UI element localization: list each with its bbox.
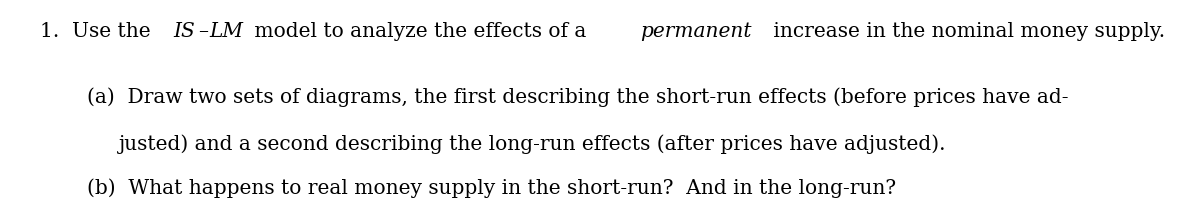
Text: LM: LM	[209, 22, 244, 41]
Text: (a)  Draw two sets of diagrams, the first describing the short-run effects (befo: (a) Draw two sets of diagrams, the first…	[86, 87, 1068, 107]
Text: justed) and a second describing the long-run effects (after prices have adjusted: justed) and a second describing the long…	[119, 135, 946, 154]
Text: 1.  Use the: 1. Use the	[40, 22, 157, 41]
Text: model to analyze the effects of a: model to analyze the effects of a	[248, 22, 593, 41]
Text: IS: IS	[173, 22, 194, 41]
Text: permanent: permanent	[640, 22, 751, 41]
Text: (b)  What happens to real money supply in the short-run?  And in the long-run?: (b) What happens to real money supply in…	[86, 178, 896, 198]
Text: –: –	[198, 22, 208, 41]
Text: increase in the nominal money supply.: increase in the nominal money supply.	[767, 22, 1165, 41]
